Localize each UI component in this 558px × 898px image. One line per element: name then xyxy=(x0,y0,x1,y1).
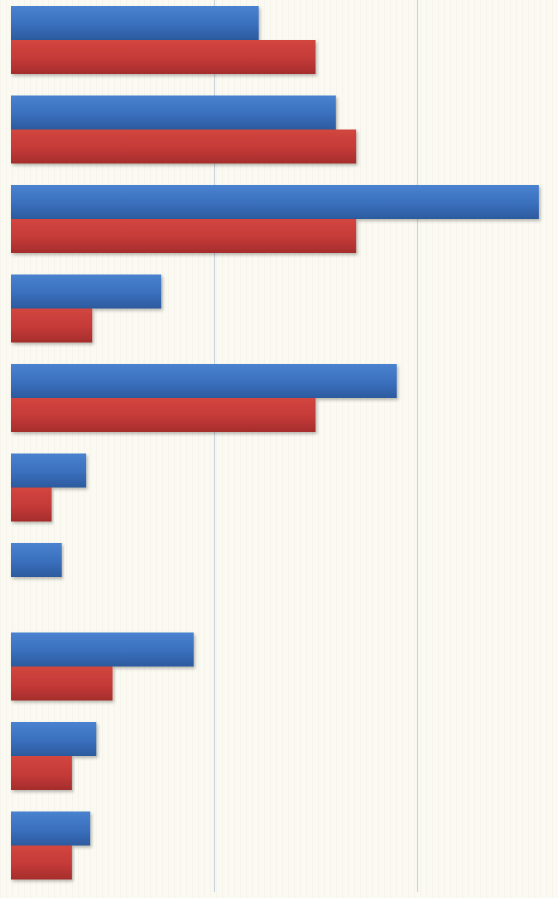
bar-series1-category-10 xyxy=(11,811,91,846)
bar-series2-category-9 xyxy=(11,756,72,790)
bar-series2-category-6 xyxy=(11,487,52,522)
bar-series1-category-5 xyxy=(11,364,397,398)
bar-series2-category-8 xyxy=(11,666,113,701)
bar-series1-category-6 xyxy=(11,453,87,488)
bar-series1-category-1 xyxy=(11,6,259,40)
bar-series2-category-10 xyxy=(11,845,72,880)
bar-series2-category-4 xyxy=(11,308,93,343)
bar-series2-category-5 xyxy=(11,398,316,432)
bar-series2-category-3 xyxy=(11,219,357,253)
bar-series1-category-4 xyxy=(11,274,162,309)
bar-series1-category-3 xyxy=(11,185,539,219)
bar-series2-category-1 xyxy=(11,40,316,74)
bar-series1-category-2 xyxy=(11,95,336,130)
bar-series1-category-7 xyxy=(11,543,62,577)
bars xyxy=(11,6,539,880)
bar-series2-category-2 xyxy=(11,129,357,164)
bar-series1-category-8 xyxy=(11,632,194,667)
bar-series1-category-9 xyxy=(11,722,97,756)
